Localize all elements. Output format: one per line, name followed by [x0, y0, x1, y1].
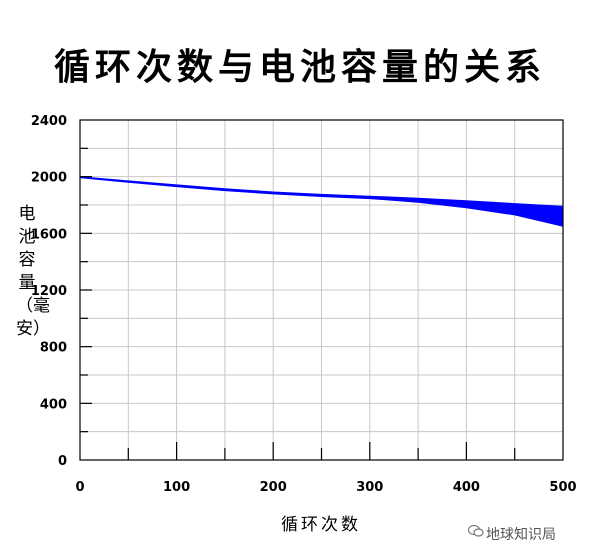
tick-labels: 0 100 200 300 400 500 0 400 800 1200 1600 2000 2400 [31, 114, 577, 495]
ticks [80, 147, 516, 460]
y-tick-label: 1200 [31, 284, 67, 299]
y-tick-label: 2400 [31, 114, 67, 129]
x-tick-label: 300 [356, 480, 383, 495]
x-tick-label: 100 [163, 480, 190, 495]
y-tick-label: 0 [58, 454, 67, 469]
x-tick-label: 0 [75, 480, 84, 495]
chart-title: 循环次数与电池容量的关系 [53, 47, 546, 88]
y-tick-label: 400 [40, 397, 67, 412]
chart-canvas: 0 100 200 300 400 500 0 400 800 1200 1600 2000 2400 [31, 114, 577, 495]
watermark-text: 地球知识局 [486, 527, 556, 543]
y-tick-label: 2000 [31, 171, 67, 186]
y-tick-label: 800 [40, 341, 67, 356]
x-tick-label: 500 [549, 480, 576, 495]
grid [80, 120, 563, 460]
wechat-icon [468, 524, 484, 537]
y-tick-label: 1600 [31, 227, 67, 242]
x-tick-label: 400 [453, 480, 480, 495]
x-axis-label: 循环次数 [281, 515, 361, 535]
x-tick-label: 200 [260, 480, 287, 495]
